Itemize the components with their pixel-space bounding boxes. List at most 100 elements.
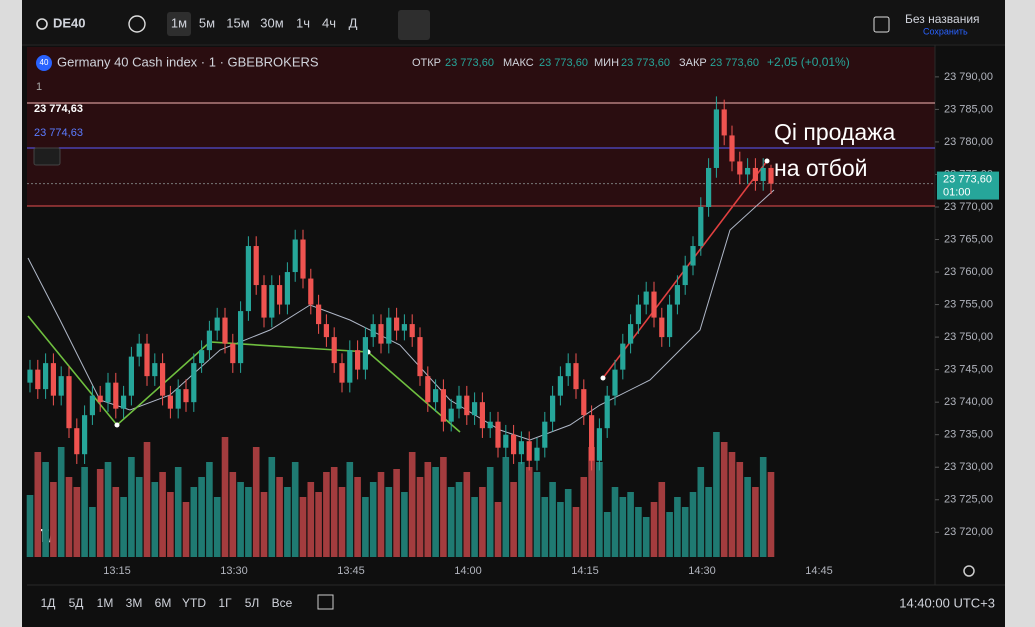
volume-bar bbox=[650, 502, 658, 557]
search-icon[interactable] bbox=[36, 18, 48, 30]
candle-body bbox=[667, 304, 673, 338]
candle-body bbox=[27, 369, 33, 383]
candle-body bbox=[206, 330, 212, 351]
interval[interactable]: 1ч bbox=[296, 15, 310, 30]
range-button[interactable]: YTD bbox=[182, 596, 206, 610]
line-label: 23 774,63 bbox=[34, 103, 83, 115]
chart-type[interactable] bbox=[398, 10, 430, 40]
range-button[interactable]: 1Г bbox=[218, 596, 232, 610]
legend-title: Germany 40 Cash index · 1 · GBEBROKERS bbox=[57, 54, 319, 69]
candle-body bbox=[323, 324, 329, 338]
volume-bar bbox=[174, 467, 182, 557]
volume-bar bbox=[627, 492, 634, 557]
x-tick-label: 13:30 bbox=[220, 565, 248, 577]
range-button[interactable]: 5Л bbox=[245, 596, 260, 610]
candle-body bbox=[386, 317, 392, 344]
point bbox=[764, 158, 770, 164]
interval[interactable]: Д bbox=[349, 15, 358, 30]
interval[interactable]: 4ч bbox=[322, 15, 336, 30]
x-tick-label: 14:45 bbox=[805, 565, 833, 577]
zone bbox=[27, 47, 935, 206]
volume-bar bbox=[252, 447, 260, 557]
candle-body bbox=[464, 395, 470, 416]
save[interactable]: Сохранить bbox=[923, 26, 968, 36]
candle-body bbox=[682, 265, 688, 286]
volume-bar bbox=[752, 487, 759, 557]
ohlc-value: 23 773,60 bbox=[621, 57, 670, 69]
candle-body bbox=[565, 363, 571, 377]
date-icon[interactable] bbox=[317, 594, 334, 610]
badge bbox=[36, 55, 52, 71]
range-button[interactable]: 1Д bbox=[41, 596, 56, 610]
volume-bar bbox=[260, 492, 268, 557]
layout-name[interactable]: Без названия bbox=[905, 12, 980, 26]
candle-body bbox=[331, 337, 337, 364]
candle-body bbox=[175, 389, 181, 409]
y-tick-label: 23 750,00 bbox=[944, 331, 993, 343]
volume-bar bbox=[96, 469, 104, 557]
volume-bar bbox=[557, 502, 564, 557]
volume-bar bbox=[463, 472, 471, 557]
candle-body bbox=[628, 324, 634, 344]
volume-bar bbox=[291, 462, 299, 557]
candle-body bbox=[448, 408, 454, 422]
range-button[interactable]: 3М bbox=[126, 596, 143, 610]
range-button[interactable]: 5Д bbox=[69, 596, 84, 610]
candle-body bbox=[394, 317, 400, 331]
volume-bar bbox=[518, 462, 525, 557]
volume-bar bbox=[354, 477, 361, 557]
x-tick-label: 13:45 bbox=[337, 565, 365, 577]
symbol[interactable]: DE40 bbox=[53, 15, 86, 30]
volume-bar bbox=[104, 462, 112, 557]
volume-bar bbox=[315, 492, 322, 557]
settings-icon[interactable] bbox=[963, 565, 975, 577]
collapse[interactable] bbox=[33, 147, 61, 166]
interval[interactable]: 30м bbox=[260, 15, 283, 30]
candle-body bbox=[503, 434, 509, 448]
range-button[interactable]: 6М bbox=[155, 596, 172, 610]
candle-body bbox=[698, 206, 704, 247]
line-label: 23 774,63 bbox=[34, 127, 83, 139]
candle-body bbox=[66, 376, 72, 429]
volume-bar bbox=[408, 452, 416, 557]
candle-body bbox=[690, 246, 696, 266]
active-interval bbox=[167, 12, 191, 36]
candle-body bbox=[370, 324, 376, 338]
candle-body bbox=[526, 441, 532, 461]
candle-body bbox=[292, 239, 298, 273]
candle-body bbox=[635, 304, 641, 325]
candle-body bbox=[355, 350, 361, 370]
volume-bar bbox=[572, 507, 580, 557]
candle-body bbox=[745, 167, 751, 175]
candle-body bbox=[581, 389, 587, 416]
candle-body bbox=[589, 415, 595, 461]
volume-bar bbox=[190, 487, 198, 557]
candle-body bbox=[612, 369, 618, 396]
x-tick-label: 14:30 bbox=[688, 565, 716, 577]
interval[interactable]: 5м bbox=[199, 15, 215, 30]
candle-body bbox=[50, 363, 56, 396]
range-button[interactable]: Все bbox=[272, 596, 293, 610]
volume-bar bbox=[697, 467, 705, 557]
moving-average bbox=[27, 189, 775, 441]
candle-body bbox=[253, 246, 259, 286]
add-icon[interactable] bbox=[128, 15, 146, 33]
volume-bar bbox=[440, 457, 447, 557]
range-button[interactable]: 1М bbox=[97, 596, 114, 610]
candle-body bbox=[347, 350, 353, 383]
volume-bar bbox=[330, 467, 338, 557]
volume-bar bbox=[619, 497, 627, 557]
candle-body bbox=[596, 428, 602, 461]
interval[interactable]: 15м bbox=[226, 15, 249, 30]
clock: 14:40:00 UTC+3 bbox=[899, 595, 995, 610]
candle-body bbox=[144, 343, 150, 377]
candle-body bbox=[308, 278, 314, 305]
candle-body bbox=[495, 421, 501, 448]
candle-body bbox=[269, 285, 275, 318]
interval[interactable]: 1м bbox=[171, 15, 187, 30]
candle-body bbox=[214, 317, 220, 331]
candle-body bbox=[58, 376, 64, 396]
layout-icon[interactable] bbox=[873, 16, 890, 33]
candle-body bbox=[440, 389, 446, 422]
volume-bar bbox=[143, 442, 151, 557]
